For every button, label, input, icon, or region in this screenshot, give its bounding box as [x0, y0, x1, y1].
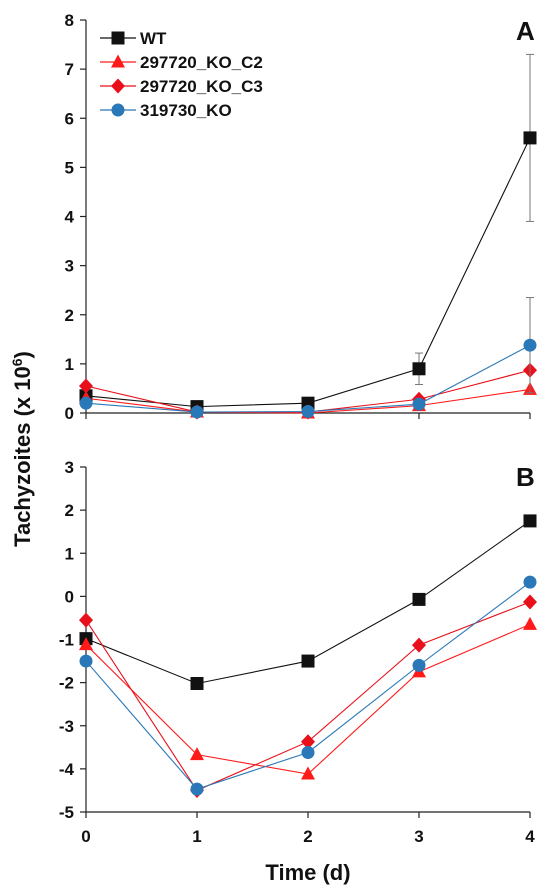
legend-marker-square	[111, 31, 125, 45]
legend-marker-circle	[111, 103, 125, 117]
panel-b-x-tick-label: 3	[414, 827, 423, 846]
data-point-triangle	[79, 637, 93, 651]
panel-b-x-tick-label: 4	[525, 827, 535, 846]
data-point-square	[523, 514, 537, 528]
panel-a-y-tick-label: 7	[65, 60, 74, 79]
panel-a-y-tick-label: 5	[65, 158, 74, 177]
panel-b-x-tick-label: 2	[303, 827, 312, 846]
legend-item: WT	[100, 29, 167, 48]
data-point-square	[412, 592, 426, 606]
data-point-circle	[523, 575, 537, 589]
y-axis-title-close: )	[10, 351, 35, 358]
legend: WT 297720_KO_C2 297720_KO_C3 319730_KO	[100, 29, 263, 120]
data-point-circle	[190, 405, 204, 419]
data-point-square	[190, 676, 204, 690]
panel-b-y-tick-label: 0	[65, 587, 74, 606]
panel-b-y-tick-label: 1	[65, 544, 74, 563]
panel-a-y-tick-label: 4	[65, 208, 75, 227]
panel-a-y-tick-label: 3	[65, 257, 74, 276]
panel-a-y-tick-label: 8	[65, 11, 74, 30]
panel-a-y-tick-label: 6	[65, 109, 74, 128]
panel-b: 3 2 1 0 -1 -2 -3 -4 -5 0 1 2 3 4	[59, 458, 537, 846]
legend-label: WT	[140, 29, 167, 48]
y-axis-title: Tachyzoites (x 106)	[9, 351, 35, 547]
series-line	[85, 601, 531, 792]
panel-a: 0 1 2 3 4 5 6 7 8	[65, 11, 537, 423]
data-point-circle	[412, 658, 426, 672]
panel-b-y-tick-label: -1	[59, 631, 74, 650]
data-point-square	[523, 131, 537, 145]
data-point-circle	[79, 654, 93, 668]
data-point-diamond	[79, 378, 93, 394]
legend-label: 297720_KO_C3	[140, 77, 263, 96]
panel-a-letter: A	[516, 16, 535, 46]
panel-b-y-tick-label: -3	[59, 717, 74, 736]
data-point-square	[412, 362, 426, 376]
y-axis-title-superscript: 6	[9, 358, 25, 366]
data-point-triangle	[523, 616, 537, 630]
series-line	[85, 137, 531, 408]
panel-b-y-tick-label: -2	[59, 674, 74, 693]
legend-item: 319730_KO	[100, 101, 232, 120]
legend-marker-diamond	[111, 78, 125, 94]
data-point-circle	[523, 338, 537, 352]
data-point-square	[301, 654, 315, 668]
legend-label: 319730_KO	[140, 101, 232, 120]
data-point-circle	[301, 405, 315, 419]
panel-a-y-tick-label: 1	[65, 355, 74, 374]
data-point-circle	[412, 397, 426, 411]
panel-b-series-0	[79, 514, 537, 690]
data-point-triangle	[190, 747, 204, 761]
data-point-triangle	[301, 766, 315, 780]
data-point-diamond	[301, 734, 315, 750]
data-point-circle	[190, 782, 204, 796]
x-axis-title: Time (d)	[265, 860, 350, 885]
legend-item: 297720_KO_C3	[100, 77, 263, 96]
panel-b-y-tick-label: 3	[65, 458, 74, 477]
legend-label: 297720_KO_C2	[140, 53, 263, 72]
panel-b-x-tick-label: 0	[81, 827, 90, 846]
data-point-circle	[301, 745, 315, 759]
data-point-circle	[79, 396, 93, 410]
data-point-diamond	[412, 637, 426, 653]
y-axis-title-main: Tachyzoites (x 10	[10, 366, 35, 547]
legend-marker-triangle	[111, 54, 125, 68]
panel-b-y-tick-label: -5	[59, 803, 74, 822]
panel-b-y-tick-label: 2	[65, 501, 74, 520]
panel-a-series-3	[79, 297, 537, 419]
data-point-diamond	[79, 612, 93, 628]
legend-item: 297720_KO_C2	[100, 53, 263, 72]
panel-b-series-3	[79, 575, 537, 796]
panel-a-y-tick-label: 2	[65, 306, 74, 325]
panel-b-y-tick-label: -4	[59, 760, 75, 779]
panel-b-letter: B	[516, 462, 535, 492]
data-point-diamond	[523, 594, 537, 610]
panel-a-y-tick-label: 0	[65, 404, 74, 423]
panel-b-x-tick-label: 1	[192, 827, 201, 846]
